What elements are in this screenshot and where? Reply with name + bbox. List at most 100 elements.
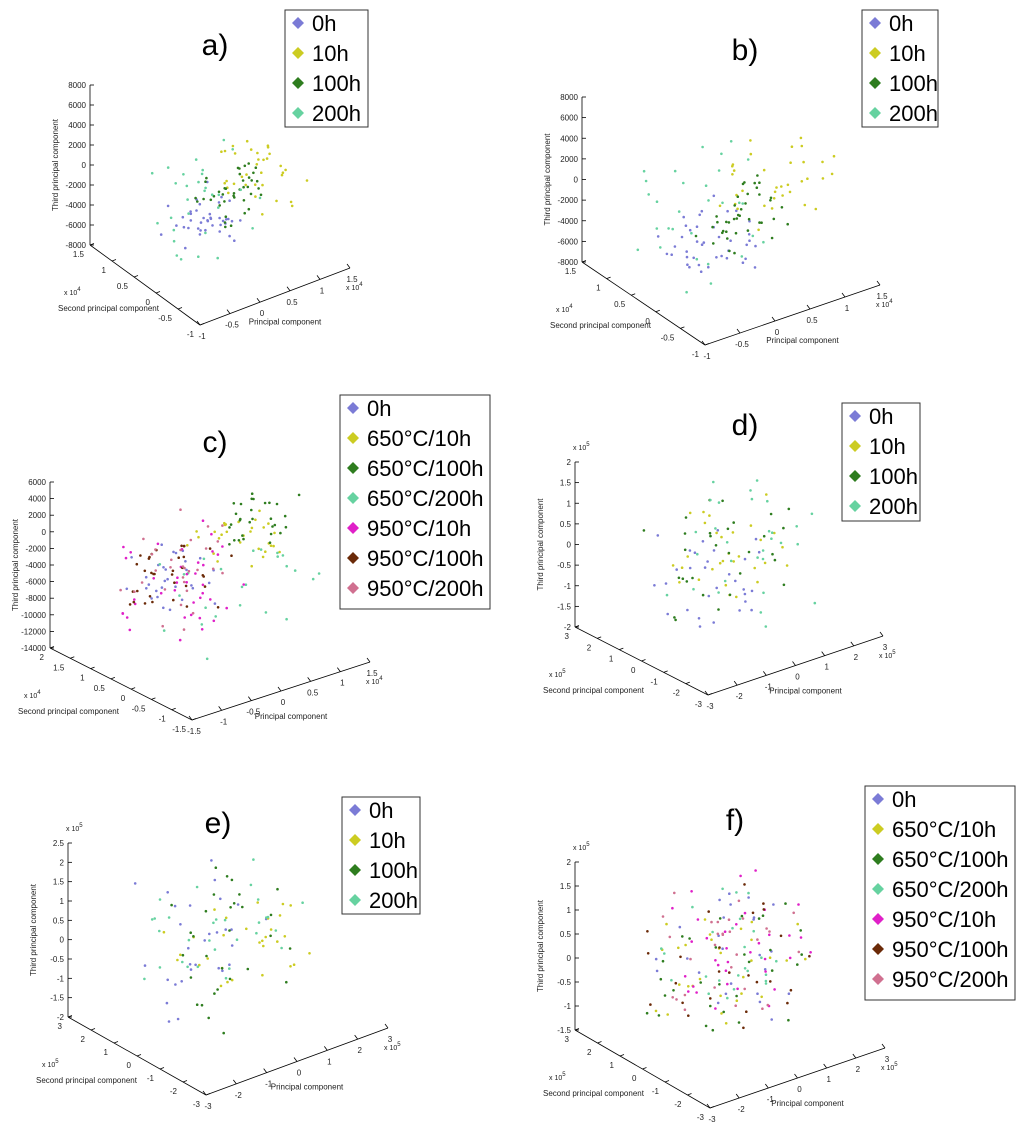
data-point-950c200h bbox=[727, 918, 731, 921]
data-point-10h bbox=[686, 555, 689, 558]
data-point-650c200h bbox=[238, 604, 242, 607]
data-point-0h bbox=[198, 556, 202, 560]
data-point-200h bbox=[740, 255, 744, 258]
data-point-650c100h bbox=[784, 902, 787, 905]
data-point-950c10h bbox=[692, 985, 695, 988]
x-axis-title: Principal component bbox=[255, 712, 328, 721]
x-axis-title: Principal component bbox=[249, 318, 322, 327]
data-point-10h bbox=[800, 180, 804, 183]
y-tick-mark bbox=[663, 670, 668, 673]
data-point-0h bbox=[182, 225, 186, 229]
z-tick-label: 0 bbox=[42, 528, 47, 537]
data-point-0h bbox=[218, 230, 221, 233]
legend-entry-label: 0h bbox=[892, 787, 916, 812]
data-point-10h bbox=[281, 171, 285, 174]
data-point-650c10h bbox=[750, 959, 753, 962]
y-tick-mark bbox=[597, 636, 602, 639]
data-point-0h bbox=[698, 625, 702, 628]
z-tick-label: 1 bbox=[567, 906, 572, 915]
data-point-100h bbox=[238, 893, 241, 896]
y-axis-title: Second principal component bbox=[18, 707, 120, 716]
data-point-950c100h bbox=[742, 1026, 745, 1030]
legend-marker bbox=[872, 883, 884, 895]
y-axis-line bbox=[89, 244, 201, 326]
legend-entry-label: 10h bbox=[312, 41, 349, 66]
data-point-200h bbox=[709, 282, 713, 285]
data-point-950c200h bbox=[133, 590, 136, 593]
data-point-650c200h bbox=[691, 905, 694, 909]
data-point-950c100h bbox=[728, 971, 731, 974]
data-point-0h bbox=[147, 583, 151, 586]
data-point-200h bbox=[694, 530, 698, 534]
x-tick-mark bbox=[792, 661, 796, 666]
data-point-10h bbox=[814, 207, 818, 211]
data-point-950c10h bbox=[133, 598, 136, 601]
z-tick-label: 2000 bbox=[68, 141, 86, 150]
z-tick-label: 4000 bbox=[28, 495, 46, 504]
data-point-10h bbox=[258, 941, 261, 944]
data-point-950c100h bbox=[230, 554, 233, 557]
data-point-0h bbox=[166, 891, 169, 894]
data-point-10h bbox=[803, 203, 807, 207]
data-point-0h bbox=[741, 261, 745, 265]
data-point-950c10h bbox=[809, 951, 812, 954]
data-point-0h bbox=[743, 592, 747, 596]
data-point-0h bbox=[686, 608, 689, 612]
y-tick-label: -3 bbox=[193, 1100, 201, 1109]
data-point-0h bbox=[735, 209, 738, 213]
data-point-950c100h bbox=[171, 569, 175, 573]
legend-marker bbox=[347, 402, 359, 414]
data-point-200h bbox=[203, 189, 206, 193]
data-point-650c100h bbox=[718, 983, 721, 986]
data-point-950c100h bbox=[148, 595, 152, 598]
data-point-650c10h bbox=[785, 959, 788, 962]
data-point-0h bbox=[727, 573, 731, 576]
data-point-10h bbox=[261, 183, 264, 187]
x-tick-label: 1 bbox=[826, 1075, 831, 1084]
y-tick-mark bbox=[606, 276, 611, 279]
data-point-100h bbox=[714, 544, 718, 547]
data-point-950c200h bbox=[689, 957, 692, 961]
legend-entry-label: 0h bbox=[369, 798, 393, 823]
x-tick-mark bbox=[354, 1034, 358, 1040]
z-tick-label: 1 bbox=[60, 897, 65, 906]
data-point-650c200h bbox=[276, 551, 279, 555]
x-tick-label: 0 bbox=[775, 328, 780, 337]
data-point-950c10h bbox=[687, 990, 690, 993]
data-point-650c10h bbox=[220, 533, 223, 536]
data-point-950c10h bbox=[216, 553, 220, 556]
data-point-950c100h bbox=[679, 955, 682, 959]
y-tick-label: 3 bbox=[58, 1022, 63, 1031]
data-point-100h bbox=[238, 167, 241, 170]
z-tick-label: -8000 bbox=[558, 258, 579, 267]
data-point-100h bbox=[738, 572, 742, 575]
data-point-10h bbox=[708, 514, 711, 517]
data-point-0h bbox=[665, 252, 669, 256]
data-point-100h bbox=[221, 193, 225, 196]
data-point-650c100h bbox=[714, 946, 718, 949]
data-point-200h bbox=[169, 216, 173, 220]
data-point-100h bbox=[285, 980, 288, 984]
data-point-0h bbox=[692, 256, 695, 260]
data-point-650c200h bbox=[747, 891, 750, 895]
panel-label: b) bbox=[732, 34, 759, 67]
data-point-0h bbox=[174, 585, 177, 588]
data-point-200h bbox=[150, 918, 154, 921]
data-point-650c100h bbox=[761, 914, 765, 917]
data-point-650c200h bbox=[202, 557, 206, 561]
z-tick-label: 0 bbox=[567, 541, 572, 550]
z-tick-label: 6000 bbox=[560, 114, 578, 123]
data-point-650c100h bbox=[735, 994, 738, 998]
data-point-650c200h bbox=[775, 959, 778, 963]
data-point-650c200h bbox=[219, 567, 223, 571]
data-point-100h bbox=[677, 576, 681, 580]
data-point-10h bbox=[281, 902, 285, 906]
legend: 0h 10h 100h 200h bbox=[861, 9, 939, 128]
data-point-0h bbox=[155, 589, 158, 593]
data-point-650c10h bbox=[742, 975, 745, 979]
y-tick-mark bbox=[155, 291, 161, 294]
data-point-10h bbox=[275, 199, 278, 203]
y-tick-label: 2 bbox=[81, 1035, 86, 1044]
data-point-0h bbox=[703, 566, 707, 569]
data-point-200h bbox=[720, 152, 723, 156]
